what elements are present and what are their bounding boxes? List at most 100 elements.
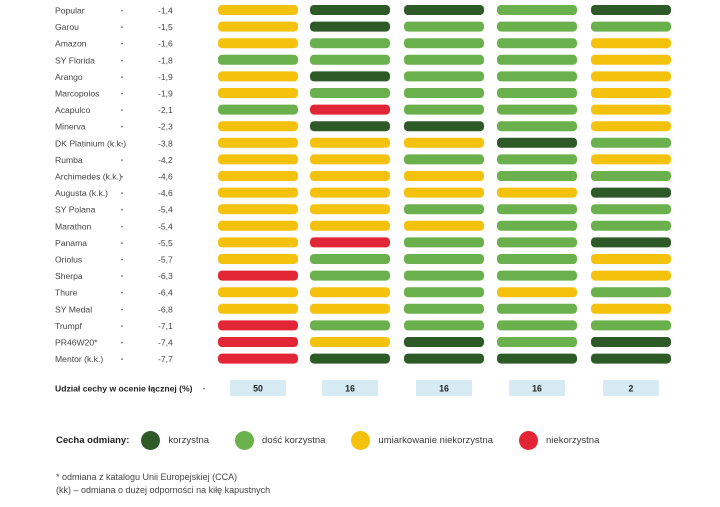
rating-pill-pr46w20-c3: [404, 337, 484, 347]
footnote-cca: * odmiana z katalogu Unii Europejskiej (…: [56, 472, 238, 482]
row-bullet: •: [121, 225, 123, 231]
variety-score-garou: -1,5: [158, 22, 173, 32]
row-bullet: •: [121, 92, 123, 98]
rating-pill-archimedes-k-k-c5: [591, 171, 671, 181]
variety-score-minerva: -2,3: [158, 122, 173, 132]
legend-item-korzystna: korzystna: [141, 430, 210, 450]
variety-score-trumpf: -7,1: [158, 321, 173, 331]
rating-pill-marathon-c4: [497, 220, 577, 231]
legend-title: Cecha odmiany:: [56, 434, 130, 446]
row-bullet: •: [121, 175, 123, 181]
variety-score-arango: -1,9: [158, 72, 173, 82]
variety-name-minerva: Minerva: [55, 122, 86, 132]
rating-pill-rumba-c5: [591, 154, 671, 165]
legend-swatch-dosc-korzystna: [235, 430, 255, 450]
rating-pill-rumba-c1: [218, 154, 298, 165]
rating-pill-mentor-k-k-c3: [404, 353, 484, 364]
variety-score-marcopolos: -1,9: [158, 89, 173, 99]
row-bullet: •: [121, 208, 123, 214]
row-bullet: •: [121, 358, 123, 364]
rating-pill-sherpa-c5: [591, 270, 671, 281]
legend-label-niekorzystna: niekorzystna: [546, 434, 600, 446]
rating-pill-augusta-k-k-c4: [497, 187, 577, 198]
row-bullet: •: [121, 241, 123, 247]
legend-label-korzystna: korzystna: [168, 434, 210, 446]
row-bullet: •: [121, 9, 123, 15]
share-box-c3: [416, 380, 472, 396]
row-bullet: •: [121, 59, 123, 65]
variety-name-amazon: Amazon: [55, 39, 87, 49]
rating-pill-marcopolos-c4: [497, 88, 577, 98]
rating-pill-oriolus-c3: [404, 254, 484, 264]
rating-pill-sherpa-c4: [497, 270, 577, 281]
rating-pill-dk-platinium-k-k-c1: [218, 137, 298, 148]
variety-score-dk-platinium-k-k: -3,8: [158, 138, 173, 148]
row-bullet: •: [121, 109, 123, 115]
variety-name-acapulco: Acapulco: [55, 105, 91, 115]
row-bullet: •: [121, 291, 123, 297]
variety-score-sy-florida: -1,8: [158, 55, 173, 65]
rating-pill-sy-medal-c4: [497, 303, 577, 314]
row-bullet: •: [121, 42, 123, 48]
rating-pill-popular-c1: [218, 5, 298, 15]
rating-pill-acapulco-c4: [497, 104, 577, 115]
rating-pill-oriolus-c4: [497, 254, 577, 264]
rating-pill-pr46w20-c4: [497, 337, 577, 347]
rating-pill-marcopolos-c1: [218, 88, 298, 98]
variety-name-rumba: Rumba: [55, 155, 83, 165]
share-label: Udział cechy w ocenie łącznej (%): [55, 384, 193, 394]
legend-swatch-umiarkowanie-niekorzystna: [351, 430, 371, 450]
rating-pill-garou-c3: [404, 21, 484, 32]
rating-pill-augusta-k-k-c1: [218, 187, 298, 198]
variety-name-thure: Thure: [55, 288, 78, 298]
rating-pill-garou-c5: [591, 21, 671, 32]
share-value-c4: 16: [532, 384, 542, 394]
variety-score-acapulco: -2,1: [158, 105, 173, 115]
legend-item-dosc-korzystna: dość korzystna: [235, 430, 326, 450]
variety-score-sherpa: -6,3: [158, 271, 173, 281]
rating-pill-panama-c4: [497, 237, 577, 248]
share-value-c3: 16: [439, 384, 449, 394]
legend-item-umiarkowanie-niekorzystna: umiarkowanie niekorzystna: [351, 430, 493, 450]
rating-pill-dk-platinium-k-k-c2: [310, 137, 390, 148]
rating-pill-thure-c5: [591, 287, 671, 298]
row-bullet: •: [121, 158, 123, 164]
variety-score-thure: -6,4: [158, 288, 173, 298]
rating-pill-trumpf-c3: [404, 320, 484, 331]
row-bullet: •: [121, 142, 123, 148]
variety-score-sy-polana: -5,4: [158, 205, 173, 215]
rating-pill-minerva-c5: [591, 121, 671, 132]
rating-pill-thure-c1: [218, 287, 298, 298]
rating-pill-marcopolos-c2: [310, 88, 390, 98]
rating-pill-marathon-c2: [310, 220, 390, 231]
rating-pill-rumba-c3: [404, 154, 484, 165]
rating-pill-marathon-c5: [591, 220, 671, 231]
variety-name-trumpf: Trumpf: [55, 321, 83, 331]
rating-pill-garou-c2: [310, 21, 390, 32]
rating-pill-acapulco-c2: [310, 104, 390, 115]
rating-pill-rumba-c2: [310, 154, 390, 165]
share-box-c4: [509, 380, 565, 396]
row-bullet: •: [121, 258, 123, 264]
rating-pill-sherpa-c2: [310, 270, 390, 281]
variety-name-sy-florida: SY Florida: [55, 55, 95, 65]
rating-pill-pr46w20-c2: [310, 337, 390, 347]
legend-label-dosc-korzystna: dość korzystna: [262, 434, 326, 446]
rating-pill-oriolus-c5: [591, 254, 671, 264]
rating-pill-mentor-k-k-c2: [310, 353, 390, 364]
variety-name-arango: Arango: [55, 72, 83, 82]
rating-pill-arango-c3: [404, 71, 484, 82]
share-value-c2: 16: [345, 384, 355, 394]
rating-pill-sy-medal-c3: [404, 303, 484, 314]
rating-pill-panama-c3: [404, 237, 484, 248]
variety-score-marathon: -5,4: [158, 221, 173, 231]
rating-pill-acapulco-c5: [591, 104, 671, 115]
rating-pill-amazon-c5: [591, 38, 671, 49]
rating-pill-trumpf-c2: [310, 320, 390, 331]
variety-name-marathon: Marathon: [55, 221, 92, 231]
legend-swatch-korzystna: [141, 430, 161, 450]
rating-pill-sy-medal-c2: [310, 303, 390, 314]
variety-name-panama: Panama: [55, 238, 87, 248]
rating-pill-sherpa-c1: [218, 270, 298, 281]
footnotes: * odmiana z katalogu Unii Europejskiej (…: [56, 471, 270, 497]
